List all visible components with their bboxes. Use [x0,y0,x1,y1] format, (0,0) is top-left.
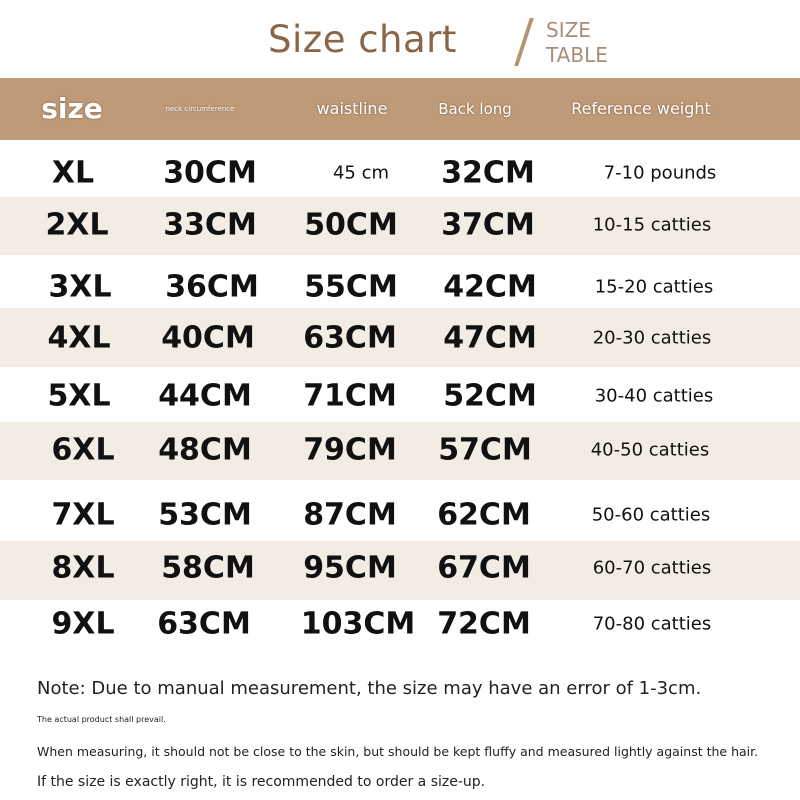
cell-neck: 63CM [157,606,251,642]
cell-size: 7XL [51,497,115,533]
note-measuring: When measuring, it should not be close t… [37,744,759,759]
cell-waistline: 95CM [303,550,397,586]
cell-size: 3XL [48,269,112,305]
cell-weight: 40-50 catties [590,439,710,461]
cell-size: 6XL [51,432,115,468]
cell-size: 2XL [45,207,109,243]
cell-size: 4XL [47,320,111,356]
cell-neck: 33CM [163,207,257,243]
cell-waistline: 103CM [300,606,416,642]
page-title: Size chart [268,18,457,61]
cell-waistline: 55CM [304,269,398,305]
cell-back-long: 67CM [437,550,531,586]
subtitle: SIZE TABLE [546,18,608,68]
subtitle-line: SIZE [546,18,591,42]
table-row: 2XL 33CM 50CM 37CM 10-15 catties [0,197,800,255]
note-prevail: The actual product shall prevail. [37,715,166,724]
cell-size: 8XL [51,550,115,586]
cell-weight: 15-20 catties [594,276,714,298]
table-row: 4XL 40CM 63CM 47CM 20-30 catties [0,308,800,367]
cell-waistline: 71CM [303,378,397,414]
table-row: XL 30CM 45 cm 32CM 7-10 pounds [0,140,800,197]
cell-back-long: 62CM [437,497,531,533]
table-row: 9XL 63CM 103CM 72CM 70-80 catties [0,600,800,660]
cell-back-long: 72CM [437,606,531,642]
table-header: size neck circumference waistline Back l… [0,78,800,140]
header-neck: neck circumference [165,105,235,113]
cell-back-long: 32CM [441,155,535,191]
cell-neck: 48CM [158,432,252,468]
cell-neck: 58CM [161,550,255,586]
table-row: 6XL 48CM 79CM 57CM 40-50 catties [0,422,800,480]
cell-size: 5XL [47,378,111,414]
cell-back-long: 57CM [438,432,532,468]
note-size-up: If the size is exactly right, it is reco… [37,774,486,790]
cell-size: 9XL [51,606,115,642]
cell-back-long: 37CM [441,207,535,243]
cell-weight: 60-70 catties [592,557,712,579]
header-size: size [41,92,103,125]
table-row: 8XL 58CM 95CM 67CM 60-70 catties [0,541,800,600]
cell-size: XL [51,155,95,191]
cell-weight: 50-60 catties [591,504,711,526]
table-row: 7XL 53CM 87CM 62CM 50-60 catties [0,480,800,541]
note-main: Note: Due to manual measurement, the siz… [37,678,702,699]
cell-neck: 53CM [158,497,252,533]
header-back-long: Back long [438,100,512,118]
cell-waistline: 79CM [303,432,397,468]
cell-weight: 30-40 catties [594,385,714,407]
cell-neck: 40CM [161,320,255,356]
cell-back-long: 47CM [443,320,537,356]
cell-weight: 20-30 catties [592,327,712,349]
cell-neck: 44CM [158,378,252,414]
cell-waistline: 87CM [303,497,397,533]
cell-neck: 30CM [163,155,257,191]
cell-neck: 36CM [165,269,259,305]
cell-weight: 70-80 catties [592,613,712,635]
subtitle-line: TABLE [546,43,608,67]
table-row: 3XL 36CM 55CM 42CM 15-20 catties [0,255,800,308]
cell-weight: 10-15 catties [592,214,712,236]
header-waistline: waistline [316,99,388,118]
cell-back-long: 52CM [443,378,537,414]
cell-back-long: 42CM [443,269,537,305]
cell-weight: 7-10 pounds [603,162,717,184]
cell-waistline: 45 cm [332,162,390,184]
cell-waistline: 50CM [304,207,398,243]
cell-waistline: 63CM [303,320,397,356]
table-row: 5XL 44CM 71CM 52CM 30-40 catties [0,367,800,422]
header-reference-weight: Reference weight [571,99,711,118]
divider-slash [514,18,534,66]
